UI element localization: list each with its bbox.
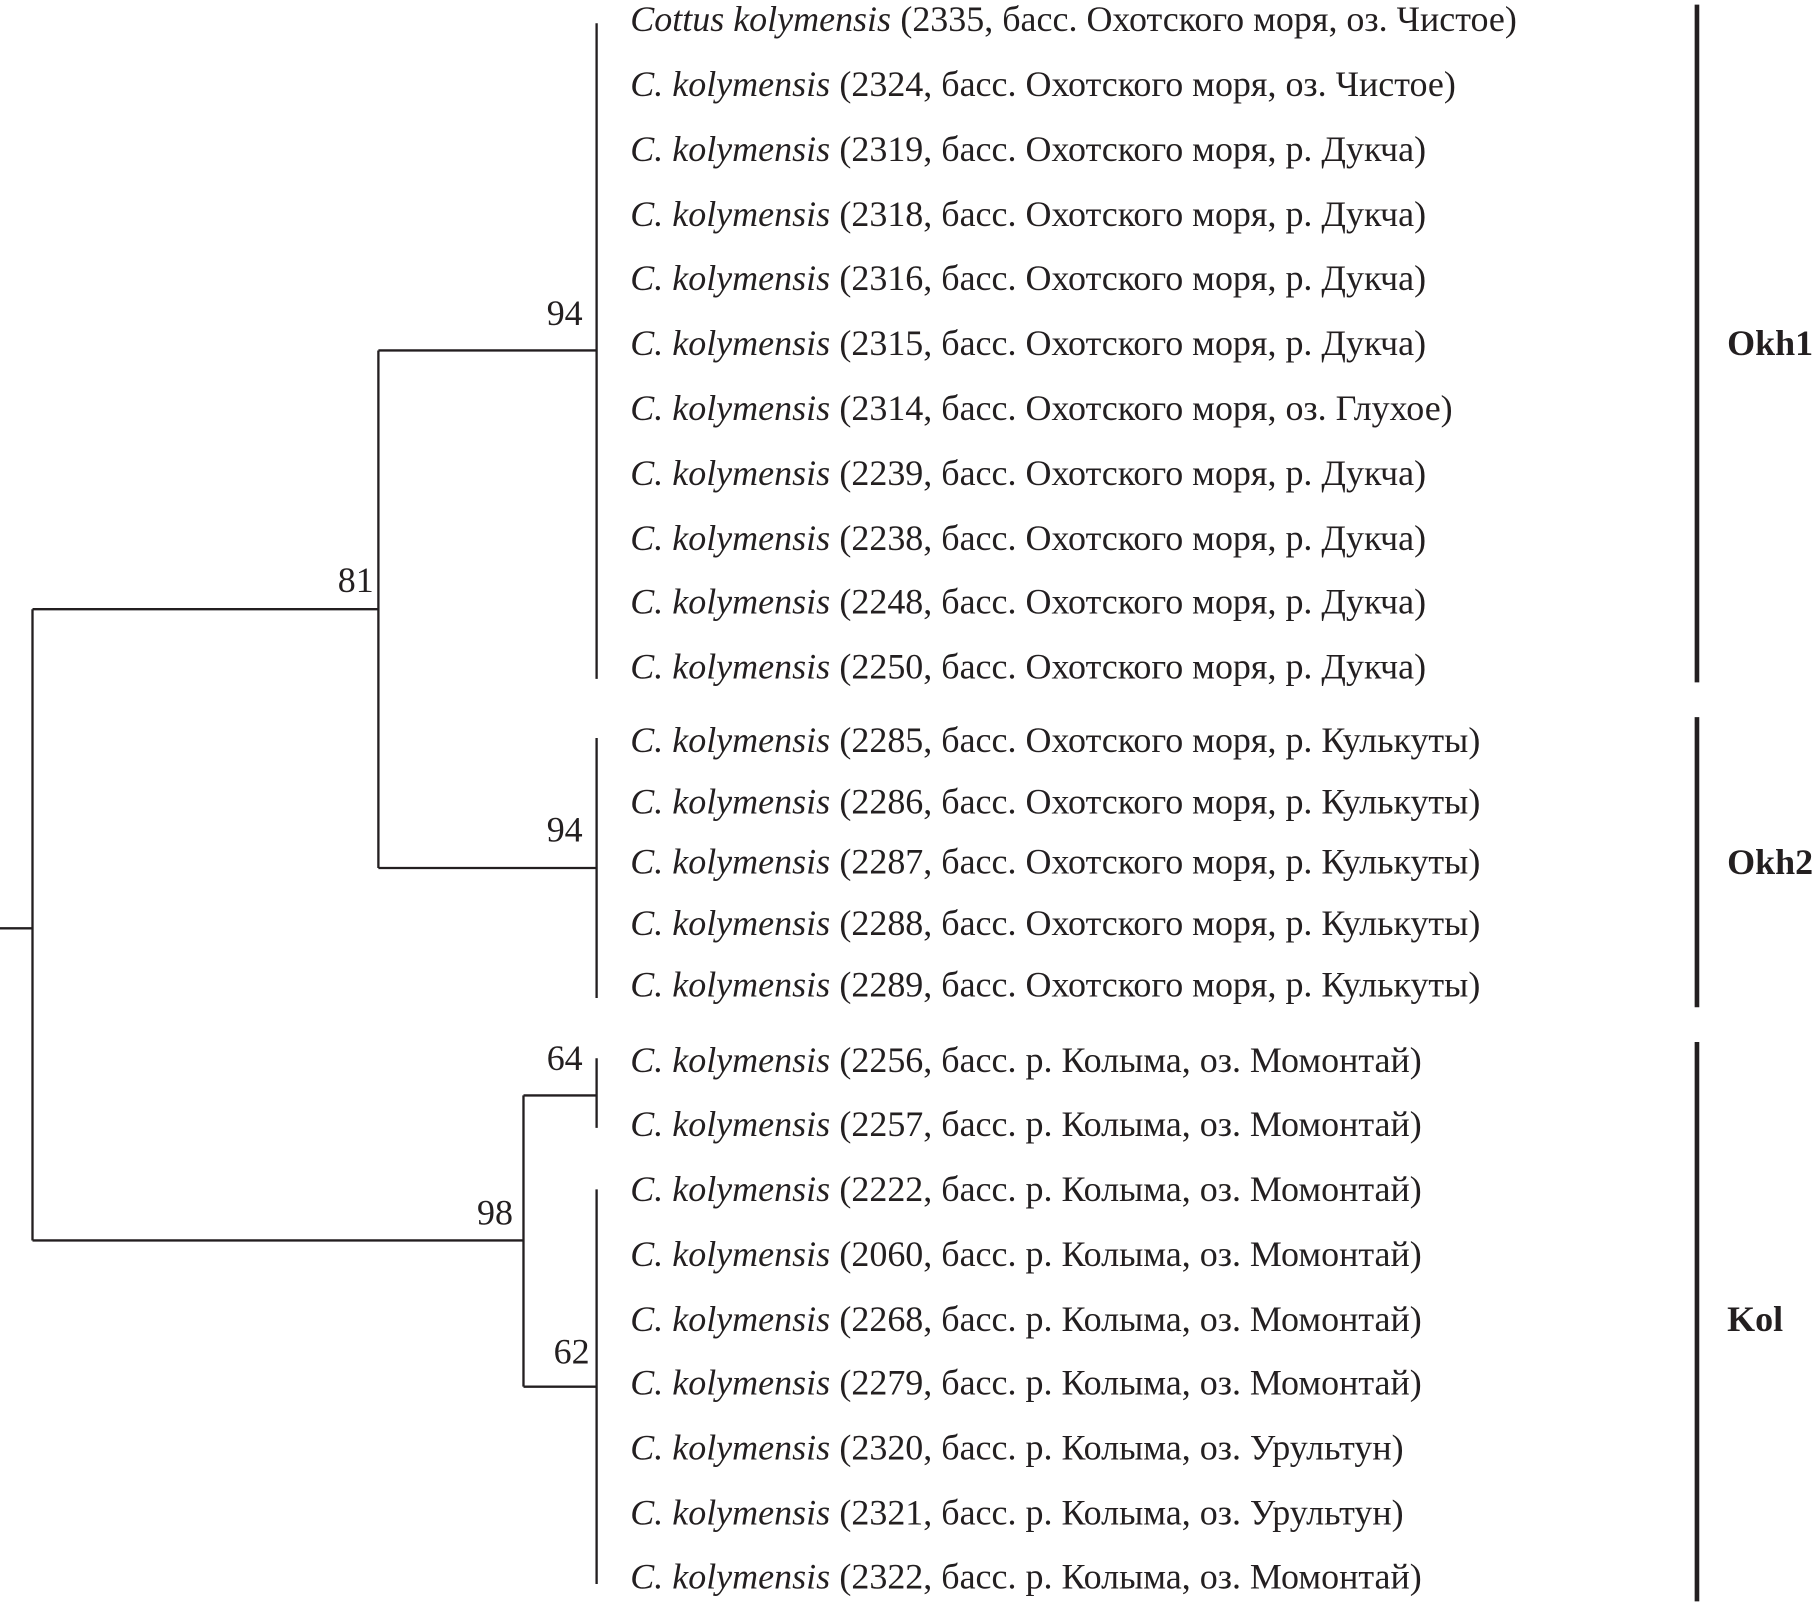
specimen-info: (2248, басс. Охотского моря, р. Дукча) [839,582,1426,622]
species-name: C. kolymensis [630,782,830,822]
specimen-info: (2314, басс. Охотского моря, оз. Глухое) [839,388,1452,428]
leaf-label: C. kolymensis (2289, басс. Охотского моря… [630,965,1480,1005]
leaf-label: Cottus kolymensis (2335, басс. Охотского … [630,0,1517,39]
species-name: C. kolymensis [630,194,830,234]
specimen-info: (2285, басс. Охотского моря, р. Кулькуты… [839,720,1480,760]
bootstrap-value: 94 [547,809,583,849]
species-name: C. kolymensis [630,965,830,1005]
specimen-info: (2318, басс. Охотского моря, р. Дукча) [839,194,1426,234]
specimen-info: (2250, басс. Охотского моря, р. Дукча) [839,647,1426,687]
bootstrap-value: 98 [477,1192,513,1232]
leaf-label: C. kolymensis (2279, басс. р. Колыма, оз.… [630,1363,1421,1403]
specimen-info: (2319, басс. Охотского моря, р. Дукча) [839,129,1426,169]
leaf-label: C. kolymensis (2285, басс. Охотского моря… [630,720,1480,760]
clade-label: Okh2 [1727,842,1813,882]
specimen-info: (2238, басс. Охотского моря, р. Дукча) [839,518,1426,558]
species-name: C. kolymensis [630,129,830,169]
specimen-info: (2321, басс. р. Колыма, оз. Урультун) [839,1493,1403,1533]
leaf-label: C. kolymensis (2320, басс. р. Колыма, оз.… [630,1428,1403,1468]
leaf-label: C. kolymensis (2321, басс. р. Колыма, оз.… [630,1493,1403,1533]
species-name: C. kolymensis [630,1428,830,1468]
species-name: C. kolymensis [630,1169,830,1209]
leaf-label: C. kolymensis (2060, басс. р. Колыма, оз.… [630,1234,1421,1274]
species-name: C. kolymensis [630,518,830,558]
leaf-label: C. kolymensis (2288, басс. Охотского моря… [630,903,1480,943]
leaf-label: C. kolymensis (2239, басс. Охотского моря… [630,453,1426,493]
clade-label: Kol [1727,1299,1783,1339]
species-name: C. kolymensis [630,388,830,428]
species-name: C. kolymensis [630,258,830,298]
species-name: C. kolymensis [630,323,830,363]
species-name: Cottus kolymensis [630,0,891,39]
leaf-label: C. kolymensis (2322, басс. р. Колыма, оз.… [630,1557,1421,1597]
leaf-label: C. kolymensis (2248, басс. Охотского моря… [630,582,1426,622]
specimen-info: (2315, басс. Охотского моря, р. Дукча) [839,323,1426,363]
clade-label: Okh1 [1727,323,1813,363]
specimen-info: (2289, басс. Охотского моря, р. Кулькуты… [839,965,1480,1005]
bootstrap-value: 62 [554,1332,590,1372]
specimen-info: (2239, басс. Охотского моря, р. Дукча) [839,453,1426,493]
leaf-label: C. kolymensis (2315, басс. Охотского моря… [630,323,1426,363]
specimen-info: (2279, басс. р. Колыма, оз. Момонтай) [839,1363,1421,1403]
leaf-label: C. kolymensis (2250, басс. Охотского моря… [630,647,1426,687]
leaf-label: C. kolymensis (2257, басс. р. Колыма, оз.… [630,1104,1421,1144]
specimen-info: (2257, басс. р. Колыма, оз. Момонтай) [839,1104,1421,1144]
leaf-label: C. kolymensis (2287, басс. Охотского моря… [630,842,1480,882]
species-name: C. kolymensis [630,1363,830,1403]
bootstrap-value: 81 [338,560,374,600]
leaf-label: C. kolymensis (2318, басс. Охотского моря… [630,194,1426,234]
leaf-label: C. kolymensis (2222, басс. р. Колыма, оз.… [630,1169,1421,1209]
leaf-label: C. kolymensis (2238, басс. Охотского моря… [630,518,1426,558]
species-name: C. kolymensis [630,1040,830,1080]
specimen-info: (2320, басс. р. Колыма, оз. Урультун) [839,1428,1403,1468]
specimen-info: (2256, басс. р. Колыма, оз. Момонтай) [839,1040,1421,1080]
species-name: C. kolymensis [630,1234,830,1274]
leaf-label: C. kolymensis (2319, басс. Охотского моря… [630,129,1426,169]
species-name: C. kolymensis [630,1104,830,1144]
species-name: C. kolymensis [630,1493,830,1533]
specimen-info: (2060, басс. р. Колыма, оз. Момонтай) [839,1234,1421,1274]
leaf-label: C. kolymensis (2324, басс. Охотского моря… [630,64,1456,104]
specimen-info: (2286, басс. Охотского моря, р. Кулькуты… [839,782,1480,822]
species-name: C. kolymensis [630,582,830,622]
species-name: C. kolymensis [630,842,830,882]
species-name: C. kolymensis [630,720,830,760]
specimen-info: (2335, басс. Охотского моря, оз. Чистое) [900,0,1516,39]
leaf-label: C. kolymensis (2314, басс. Охотского моря… [630,388,1452,428]
species-name: C. kolymensis [630,647,830,687]
specimen-info: (2322, басс. р. Колыма, оз. Момонтай) [839,1557,1421,1597]
specimen-info: (2316, басс. Охотского моря, р. Дукча) [839,258,1426,298]
species-name: C. kolymensis [630,1557,830,1597]
leaf-label: C. kolymensis (2286, басс. Охотского моря… [630,782,1480,822]
leaf-label: C. kolymensis (2316, басс. Охотского моря… [630,258,1426,298]
specimen-info: (2288, басс. Охотского моря, р. Кулькуты… [839,903,1480,943]
specimen-info: (2287, басс. Охотского моря, р. Кулькуты… [839,842,1480,882]
leaf-label: C. kolymensis (2256, басс. р. Колыма, оз.… [630,1040,1421,1080]
species-name: C. kolymensis [630,64,830,104]
specimen-info: (2268, басс. р. Колыма, оз. Момонтай) [839,1299,1421,1339]
bootstrap-value: 64 [547,1038,583,1078]
specimen-info: (2222, басс. р. Колыма, оз. Момонтай) [839,1169,1421,1209]
species-name: C. kolymensis [630,453,830,493]
specimen-info: (2324, басс. Охотского моря, оз. Чистое) [839,64,1455,104]
leaf-label: C. kolymensis (2268, басс. р. Колыма, оз.… [630,1299,1421,1339]
species-name: C. kolymensis [630,1299,830,1339]
species-name: C. kolymensis [630,903,830,943]
bootstrap-value: 94 [547,293,583,333]
branches [0,23,598,1584]
